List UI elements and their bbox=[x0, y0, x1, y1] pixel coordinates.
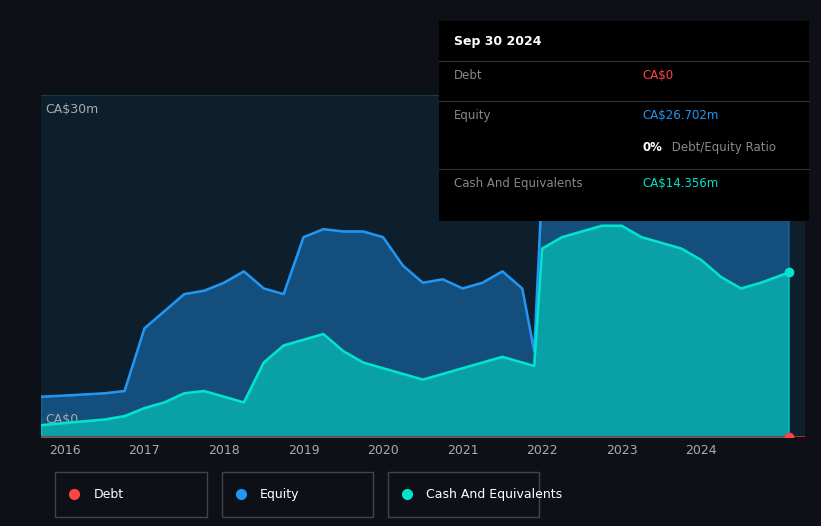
Text: Debt/Equity Ratio: Debt/Equity Ratio bbox=[668, 141, 777, 154]
Text: CA$0: CA$0 bbox=[45, 413, 78, 426]
Text: Equity: Equity bbox=[454, 109, 492, 122]
Text: Equity: Equity bbox=[259, 488, 299, 501]
Text: Sep 30 2024: Sep 30 2024 bbox=[454, 35, 542, 48]
Text: Debt: Debt bbox=[454, 69, 483, 82]
Text: Debt: Debt bbox=[94, 488, 123, 501]
Text: CA$0: CA$0 bbox=[643, 69, 673, 82]
Text: CA$26.702m: CA$26.702m bbox=[643, 109, 719, 122]
Text: CA$30m: CA$30m bbox=[45, 103, 99, 116]
Text: 0%: 0% bbox=[643, 141, 663, 154]
Text: CA$14.356m: CA$14.356m bbox=[643, 177, 718, 190]
Text: Cash And Equivalents: Cash And Equivalents bbox=[425, 488, 562, 501]
Text: Cash And Equivalents: Cash And Equivalents bbox=[454, 177, 583, 190]
